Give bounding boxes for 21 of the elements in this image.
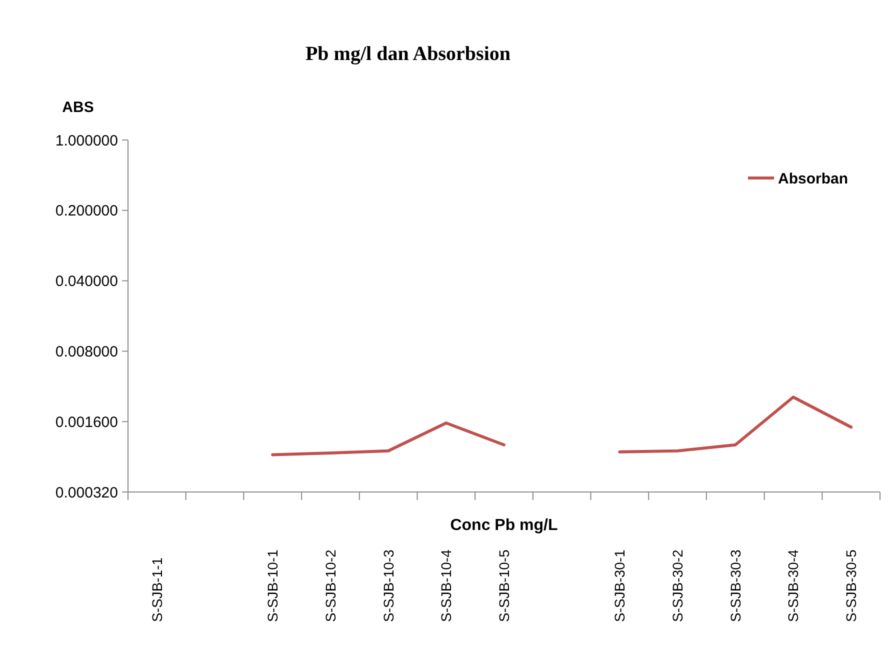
x-tick-label: S-SJB-10-1 (264, 549, 281, 622)
chart-title: Pb mg/l dan Absorbsion (305, 43, 511, 65)
x-tick-label: S-SJB-1-1 (148, 557, 165, 622)
x-tick-label: S-SJB-30-4 (785, 549, 802, 622)
y-tick-label: 0.040000 (55, 273, 118, 290)
x-tick-label: S-SJB-30-2 (670, 549, 686, 622)
y-tick-label: 1.000000 (55, 132, 118, 150)
x-tick-label: S-SJB-10-3 (380, 549, 396, 622)
y-tick-label: 0.001600 (55, 414, 118, 431)
x-tick-label: S-SJB-30-3 (727, 549, 744, 622)
x-tick-label: S-SJB-30-1 (612, 549, 628, 622)
x-axis-title: Conc Pb mg/L (450, 517, 558, 534)
y-axis-title: ABS (62, 99, 94, 116)
x-tick-label: S-SJB-10-4 (438, 549, 454, 622)
x-tick-label: S-SJB-30-5 (843, 549, 860, 622)
y-tick-label: 0.008000 (55, 343, 118, 360)
legend-label: Absorban (778, 170, 848, 188)
x-tick-label: S-SJB-10-5 (496, 549, 512, 622)
y-tick-label: 0.200000 (55, 202, 118, 220)
x-tick-label: S-SJB-10-2 (322, 549, 338, 622)
y-tick-label: 0.000320 (55, 484, 118, 502)
